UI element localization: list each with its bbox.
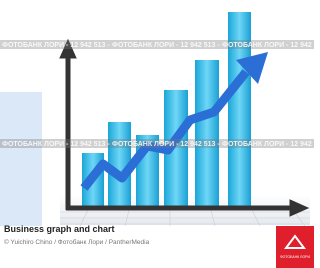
- page: ФОТОБАНК ЛОРИ - 12 942 513 - ФОТОБАНК ЛО…: [0, 0, 314, 268]
- watermark-text: ФОТОБАНК ЛОРИ - 12 942 513 -: [2, 141, 110, 148]
- bar: [195, 60, 219, 206]
- watermark-text: ФОТОБАНК ЛОРИ - 12 942 513 -: [112, 42, 220, 49]
- image: ФОТОБАНК ЛОРИ - 12 942 513 - ФОТОБАНК ЛО…: [0, 0, 314, 268]
- logo: ФОТОБАНК ЛОРИ: [276, 226, 314, 268]
- side-panel: [0, 92, 42, 226]
- caption-title: Business graph and chart: [4, 224, 115, 234]
- watermark: ФОТОБАНК ЛОРИ - 12 942 513 - ФОТОБАНК ЛО…: [0, 40, 314, 148]
- caption-credit: © Yuichiro Chino / Фотобанк Лори / Panth…: [4, 238, 150, 246]
- logo-text: ФОТОБАНК ЛОРИ: [280, 255, 311, 259]
- watermark-text: ФОТОБАНК ЛОРИ - 12 942 513 -: [112, 141, 220, 148]
- watermark-text: ФОТОБАНК ЛОРИ - 12 942 513 -: [2, 42, 110, 49]
- watermark-text: ФОТОБАНК ЛОРИ - 12 942 513 -: [222, 141, 314, 148]
- watermark-text: ФОТОБАНК ЛОРИ - 12 942 513 -: [222, 42, 314, 49]
